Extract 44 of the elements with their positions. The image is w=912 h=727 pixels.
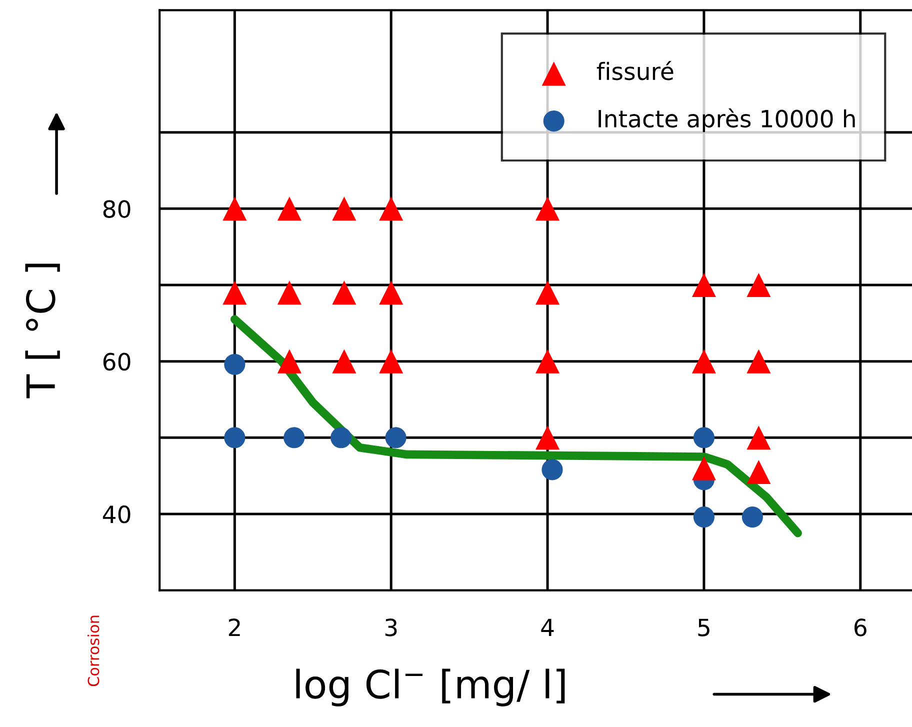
point [224,354,246,375]
point [277,196,302,221]
point [277,349,302,374]
point [332,280,356,305]
x-tick-label: 3 [385,618,397,636]
point [222,280,247,305]
point [746,426,771,450]
point [277,280,302,305]
point [692,349,716,374]
point [224,427,246,448]
y-tick-label: 60 [103,352,130,371]
point [222,196,247,221]
y-tick-label: 80 [103,200,130,218]
point [379,349,404,374]
legend-label: Intacte après 10000 h [598,108,855,132]
point [692,456,716,480]
point [746,272,771,298]
x-tick-label: 6 [854,618,866,636]
point [332,349,356,374]
point [330,427,352,448]
point [536,196,560,221]
y-axis-title: T [ °C ] [25,264,60,398]
point [332,196,356,221]
point [746,349,771,374]
point [379,280,404,305]
x-tick-label: 4 [541,618,554,636]
point [385,427,406,448]
point [536,280,560,305]
text: Corrosion [87,616,100,686]
x-axis-title: log Cl$^{−}$ [mg/ l] [296,668,565,706]
point [542,459,563,480]
point [692,272,716,298]
point [379,196,404,221]
point [284,427,305,448]
x-tick-label: 5 [698,618,710,636]
point [693,427,714,448]
x-tick-label: 2 [228,618,240,636]
point [693,506,714,528]
point [742,506,763,528]
legend-label: fissuré [596,60,674,80]
y-tick-label: 40 [102,505,130,524]
point [536,349,560,374]
point [536,426,560,450]
point [746,460,771,484]
